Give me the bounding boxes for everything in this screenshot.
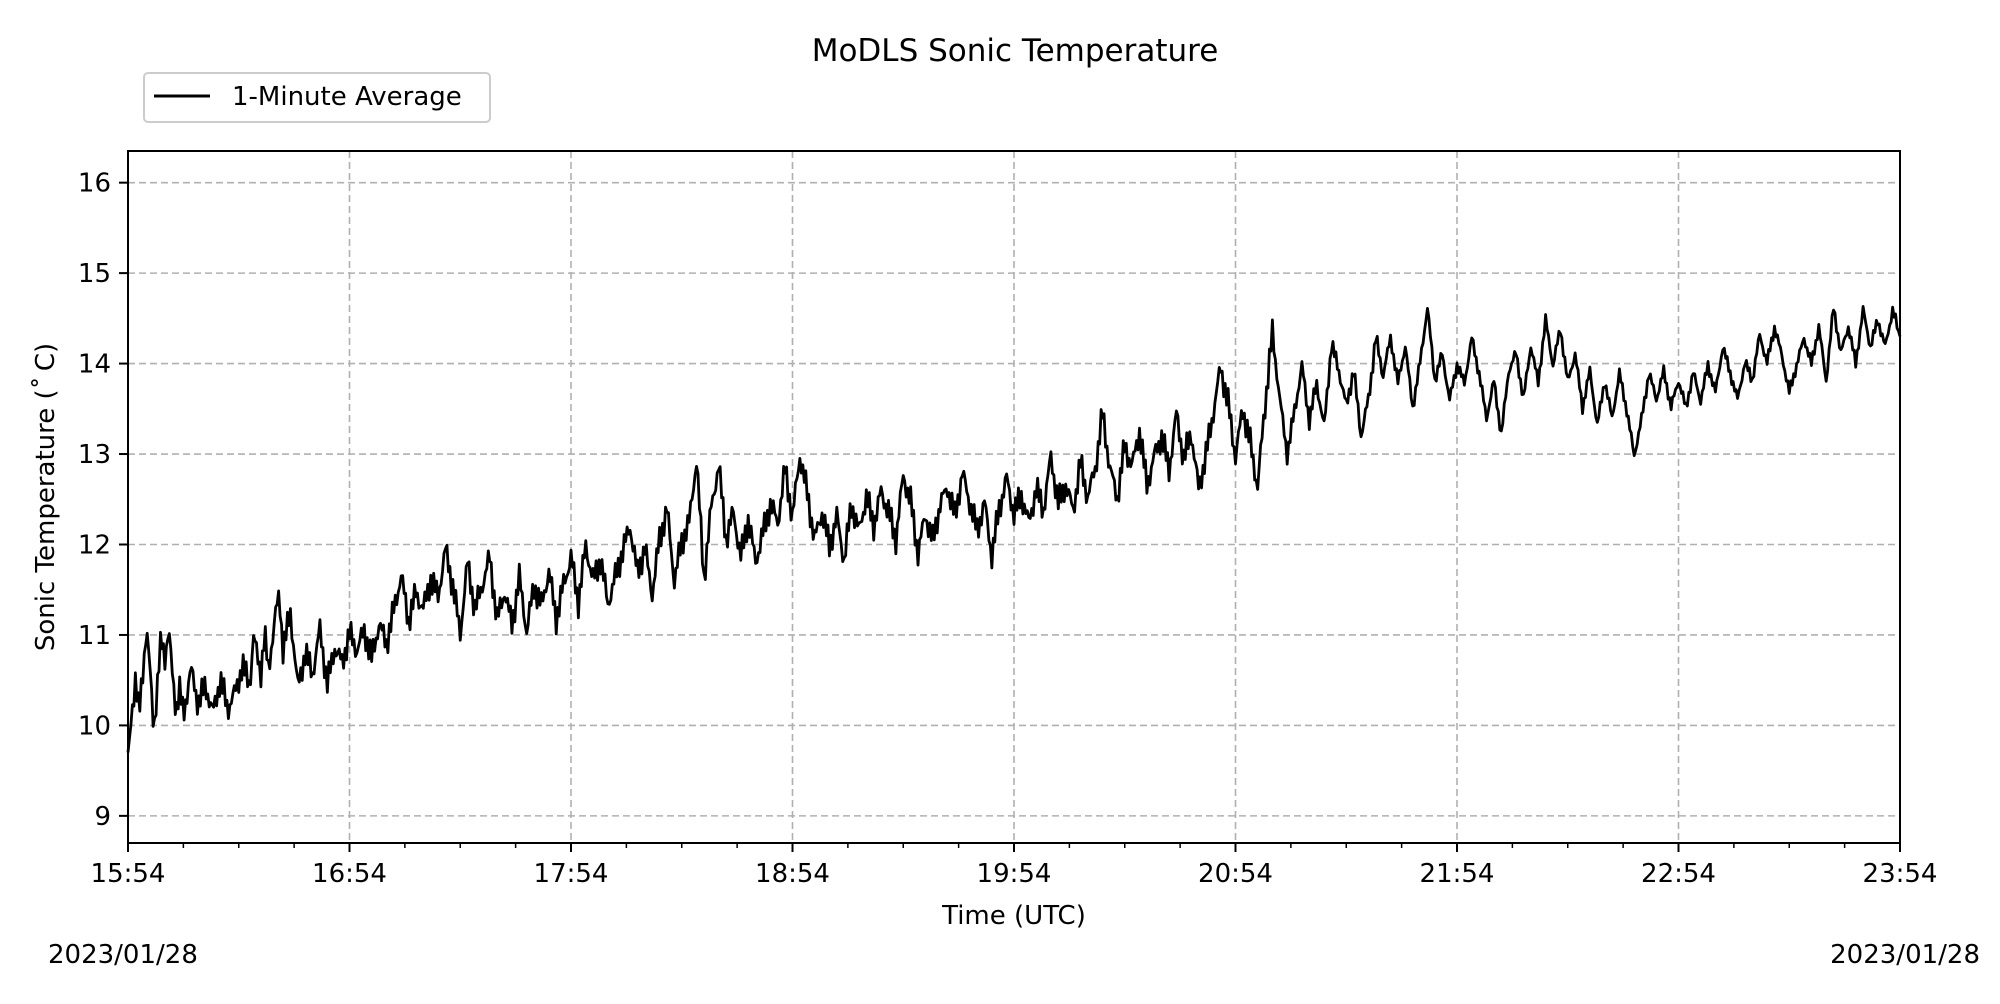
legend-box bbox=[143, 72, 491, 123]
x-tick-label: 17:54 bbox=[534, 859, 609, 889]
y-tick-label: 13 bbox=[78, 440, 111, 470]
y-tick-label: 16 bbox=[78, 169, 111, 199]
y-axis-label: Sonic Temperature (˚ C) bbox=[31, 343, 61, 651]
x-tick-label: 15:54 bbox=[91, 859, 166, 889]
y-tick-label: 12 bbox=[78, 530, 111, 560]
x-tick-label: 20:54 bbox=[1198, 859, 1273, 889]
y-tick-label: 9 bbox=[94, 802, 111, 832]
x-axis-label: Time (UTC) bbox=[941, 901, 1086, 931]
series-line-1-minute-average bbox=[126, 305, 1902, 753]
y-tick-label: 10 bbox=[78, 711, 111, 741]
x-tick-label: 23:54 bbox=[1863, 859, 1938, 889]
y-tick-label: 11 bbox=[78, 621, 111, 651]
legend-label: 1-Minute Average bbox=[232, 82, 462, 112]
end-date-label: 2023/01/28 bbox=[1830, 940, 1980, 970]
x-tick-label: 21:54 bbox=[1420, 859, 1495, 889]
start-date-label: 2023/01/28 bbox=[48, 940, 198, 970]
x-tick-label: 16:54 bbox=[312, 859, 387, 889]
x-tick-label: 18:54 bbox=[755, 859, 830, 889]
y-tick-label: 15 bbox=[78, 259, 111, 289]
x-tick-label: 22:54 bbox=[1641, 859, 1716, 889]
chart-title: MoDLS Sonic Temperature bbox=[812, 33, 1219, 69]
y-tick-label: 14 bbox=[78, 350, 111, 380]
x-tick-label: 19:54 bbox=[977, 859, 1052, 889]
